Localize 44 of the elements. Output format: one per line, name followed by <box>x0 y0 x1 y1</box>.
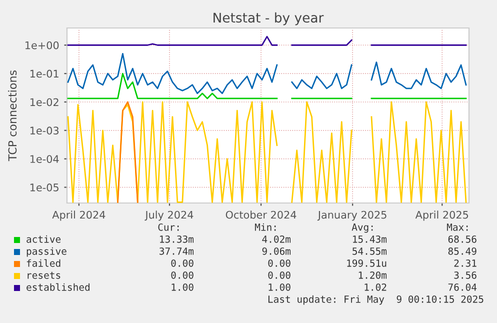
text: Max: <box>446 224 468 231</box>
text: 76.04 <box>448 283 477 291</box>
text: Avg: <box>352 224 373 233</box>
y-tick-label: 1e-02 <box>30 98 58 106</box>
x-tick-label: January 2025 <box>317 210 386 221</box>
text: 1.20m <box>358 271 387 279</box>
legend-label: active <box>26 235 61 243</box>
y-axis-title: TCP connections <box>8 70 17 162</box>
text: 2.31 <box>454 259 476 267</box>
legend-label: resets <box>28 272 60 279</box>
text: 3.56 <box>454 271 476 279</box>
text: Last update: Fri May 9 00:10:15 2025 <box>268 295 484 305</box>
text: 0.00 <box>268 271 290 279</box>
text: 0.00 <box>171 271 194 279</box>
text: 85.49 <box>448 247 476 255</box>
text: 54.55m <box>352 248 387 255</box>
text: Cur: <box>158 223 179 231</box>
text: 1.02 <box>364 283 386 291</box>
x-tick-label: July 2024 <box>144 210 194 221</box>
text: 9.06m <box>262 247 291 255</box>
text: Min: <box>254 223 276 231</box>
line-series <box>117 101 138 203</box>
legend-label: established <box>26 283 90 291</box>
text: 0.00 <box>268 259 290 267</box>
text: 4.02m <box>262 235 291 243</box>
y-tick-label: 1e-01 <box>30 70 58 78</box>
legend-label: failed <box>26 259 60 267</box>
text: 1.00 <box>172 283 194 291</box>
y-tick-label: 1e-05 <box>30 184 58 192</box>
text: 199.51u <box>347 259 386 267</box>
y-tick-label: 1e-03 <box>30 126 59 135</box>
text: 13.33m <box>160 235 194 243</box>
chart-title: Netstat - by year <box>214 12 324 26</box>
text: 1.00 <box>268 283 290 291</box>
text: 15.43m <box>353 235 387 243</box>
x-tick-label: October 2024 <box>226 210 296 219</box>
x-tick-label: April 2024 <box>52 210 106 221</box>
legend-label: passive <box>26 247 66 257</box>
text: 0.00 <box>171 259 194 267</box>
y-tick-label: 1e+00 <box>25 41 59 50</box>
y-tick-label: 1e-04 <box>30 155 59 163</box>
text: 68.56 <box>448 235 476 243</box>
x-tick-label: April 2025 <box>415 210 468 221</box>
text: 37.74m <box>160 247 194 255</box>
